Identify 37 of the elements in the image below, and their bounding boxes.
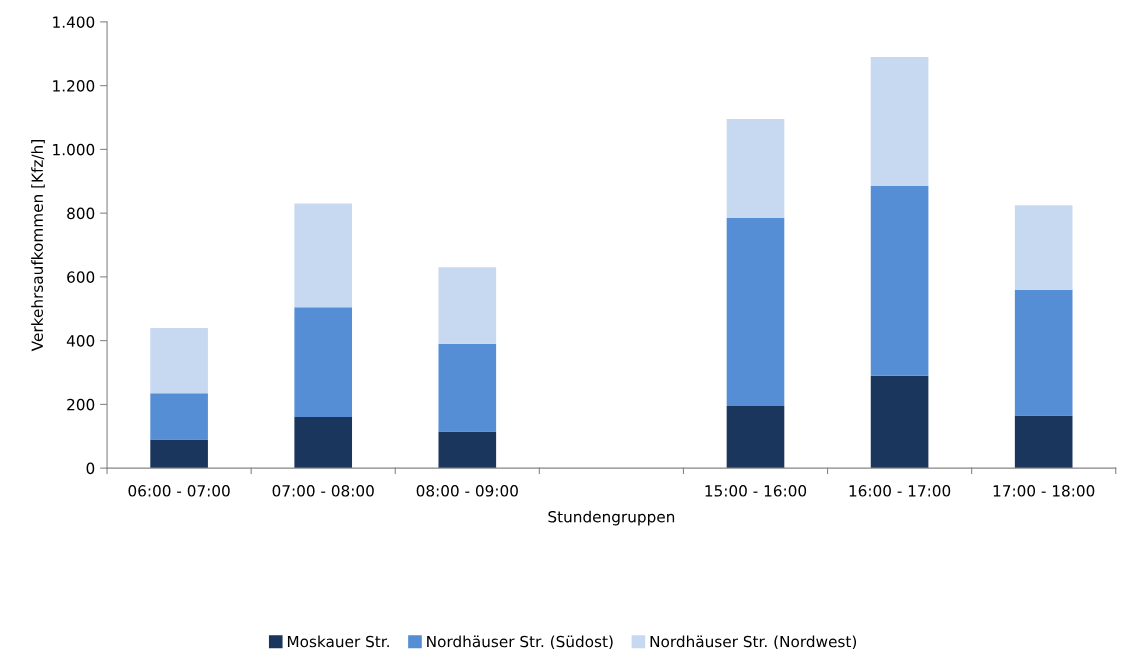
y-tick-label: 1.000 [53,143,95,156]
bar [438,431,497,469]
y-tick-label: 400 [66,335,95,347]
y-tick-label: 800 [67,207,95,220]
bar [294,203,353,308]
x-tick-label: 15:00 - 16:00 [705,485,807,497]
x-tick-label: 06:00 - 07:00 [128,485,230,497]
y-tick-label: 200 [67,398,95,411]
bar [870,56,929,187]
bar [294,307,353,418]
legend-label: Nordhäuser Str. (Nordwest) [650,635,857,650]
bar [726,217,785,406]
bar [150,327,208,394]
bar [870,186,929,376]
bar [726,119,785,218]
legend-label: Nordhäuser Str. (Südost) [427,635,613,650]
x-tick-label: 07:00 - 08:00 [272,485,374,497]
x-tick-label: 08:00 - 09:00 [416,485,518,497]
bar [150,439,208,469]
x-tick-label: 17:00 - 18:00 [993,485,1095,497]
x-axis-title: Stundengruppen [548,510,675,526]
bar [294,417,353,469]
bar [150,393,208,440]
y-axis-title: Verkehrsaufkommen [Kfz/h] [31,140,45,352]
bar [870,375,929,469]
x-tick-label: 16:00 - 17:00 [849,485,951,497]
bar [438,343,497,432]
bar [726,405,785,469]
y-tick-label: 0 [86,462,95,475]
bar [1014,415,1073,469]
bar [438,267,497,344]
bar [1014,289,1073,416]
y-tick-label: 1.400 [53,16,95,28]
y-tick-label: 1.200 [53,80,95,92]
y-tick-label: 600 [67,271,95,283]
bar [1014,205,1073,290]
legend-label: Moskauer Str. [287,635,389,648]
